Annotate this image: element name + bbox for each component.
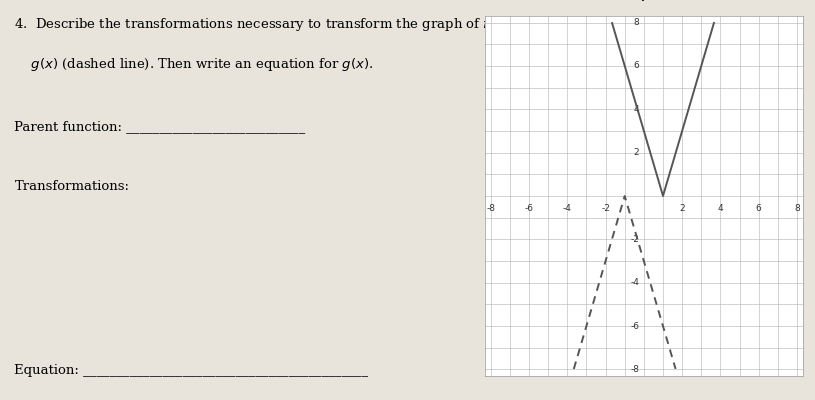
Text: -6: -6 xyxy=(630,322,639,331)
Text: Parent function: ___________________________: Parent function: _______________________… xyxy=(15,120,306,133)
Text: 8: 8 xyxy=(633,18,639,27)
Text: -8: -8 xyxy=(487,204,496,212)
Text: y: y xyxy=(641,0,647,1)
Text: -4: -4 xyxy=(563,204,571,212)
Text: 6: 6 xyxy=(633,61,639,70)
Text: Transformations:: Transformations: xyxy=(15,180,130,193)
Text: 4: 4 xyxy=(633,105,639,114)
Text: -2: -2 xyxy=(630,235,639,244)
Text: 8: 8 xyxy=(794,204,800,212)
Text: 6: 6 xyxy=(756,204,761,212)
Text: -8: -8 xyxy=(630,365,639,374)
Text: 2: 2 xyxy=(680,204,685,212)
Text: 4.  Describe the transformations necessary to transform the graph of $f(x)$ (sol: 4. Describe the transformations necessar… xyxy=(15,16,663,33)
Text: 4: 4 xyxy=(718,204,723,212)
Text: $g(x)$ (dashed line). Then write an equation for $g(x)$.: $g(x)$ (dashed line). Then write an equa… xyxy=(15,56,374,73)
Text: 2: 2 xyxy=(633,148,639,157)
Text: -2: -2 xyxy=(601,204,610,212)
Text: Equation: ___________________________________________: Equation: ______________________________… xyxy=(15,364,368,377)
Text: -6: -6 xyxy=(525,204,534,212)
Text: -4: -4 xyxy=(630,278,639,287)
